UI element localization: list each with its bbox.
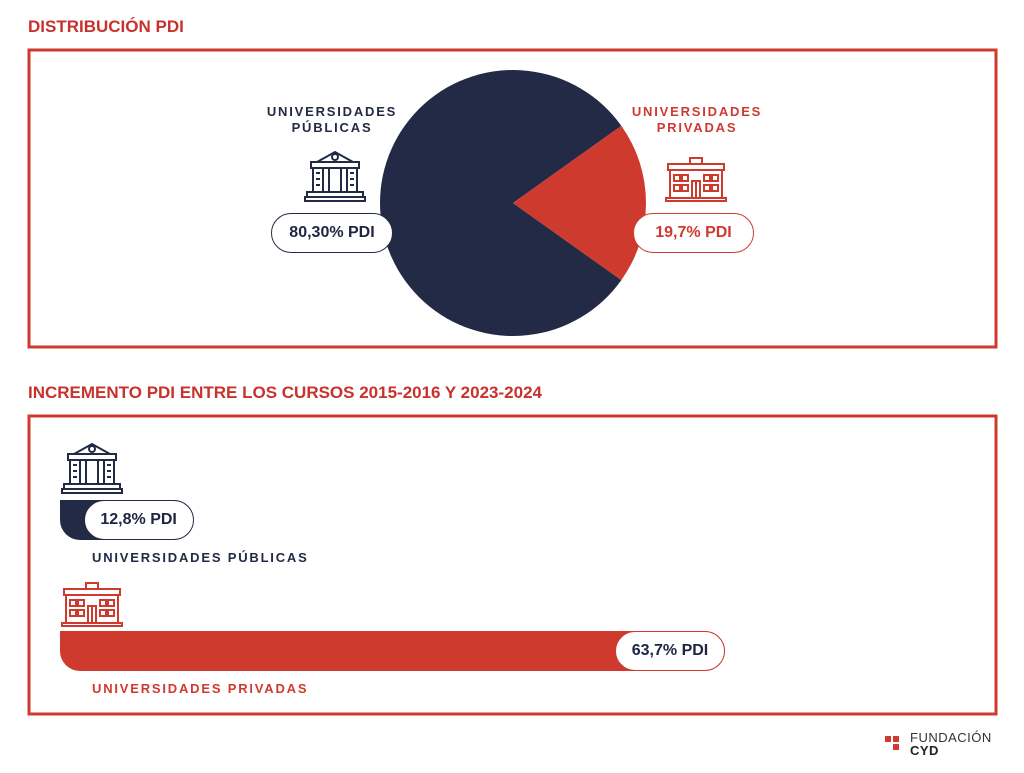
category-label: UNIVERSIDADES PÚBLICAS — [92, 550, 309, 565]
slice-label: UNIVERSIDADES PÚBLICAS — [266, 104, 398, 135]
logo-name: FUNDACIÓN — [910, 730, 992, 745]
logo-mark — [885, 736, 891, 742]
icon — [61, 582, 123, 627]
chart-title: INCREMENTO PDI ENTRE LOS CURSOS 2015-201… — [28, 383, 542, 402]
bar-square — [60, 500, 80, 520]
bar-square — [60, 631, 80, 651]
value-label: 63,7% PDI — [615, 631, 725, 671]
pie-slice — [380, 69, 622, 336]
logo-brand: CYD — [910, 743, 939, 758]
slice-label: UNIVERSIDADES PRIVADAS — [631, 104, 763, 135]
value-label: 80,30% PDI — [271, 213, 393, 253]
icon — [304, 151, 366, 202]
icon — [61, 443, 123, 494]
value-label: 12,8% PDI — [83, 500, 194, 540]
chart-title: DISTRIBUCIÓN PDI — [28, 17, 184, 36]
frame — [27, 48, 998, 349]
value-label: 19,7% PDI — [633, 213, 754, 253]
category-label: UNIVERSIDADES PRIVADAS — [92, 681, 309, 696]
frame — [27, 414, 998, 716]
pie-slice — [513, 125, 646, 281]
bar — [60, 631, 725, 671]
logo: FUNDACIÓN CYD — [910, 731, 992, 757]
icon — [665, 157, 727, 202]
logo-mark — [893, 744, 899, 750]
logo-mark — [893, 736, 899, 742]
